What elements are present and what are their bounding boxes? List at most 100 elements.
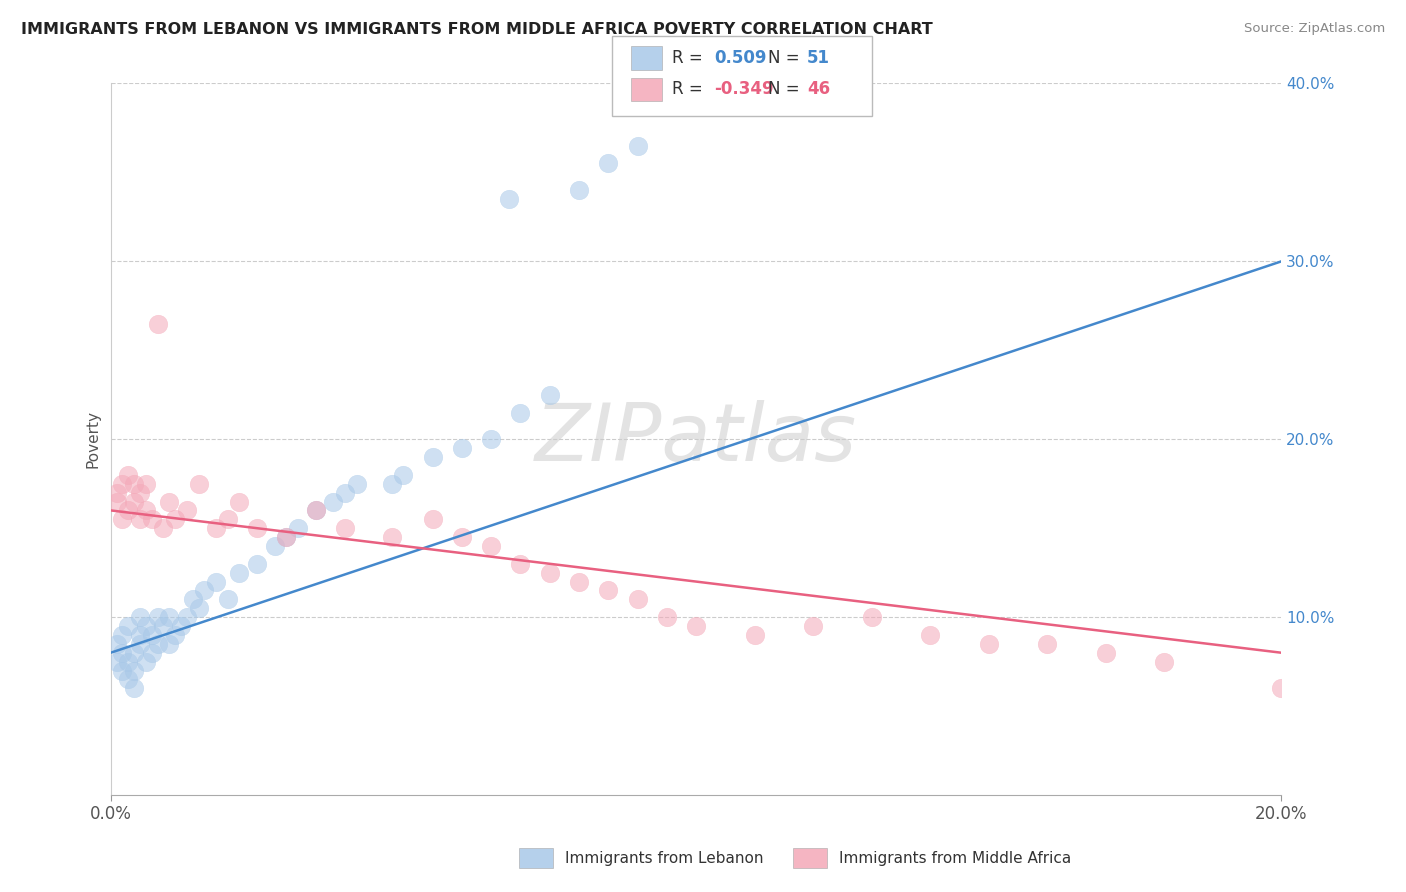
Point	[217, 592, 239, 607]
Point	[509, 406, 531, 420]
Point	[129, 485, 152, 500]
Point	[165, 628, 187, 642]
Point	[135, 655, 157, 669]
Point	[141, 512, 163, 526]
Text: IMMIGRANTS FROM LEBANON VS IMMIGRANTS FROM MIDDLE AFRICA POVERTY CORRELATION CHA: IMMIGRANTS FROM LEBANON VS IMMIGRANTS FR…	[21, 22, 932, 37]
Point	[129, 637, 152, 651]
Point	[920, 628, 942, 642]
Point	[111, 476, 134, 491]
Point	[135, 476, 157, 491]
Point	[122, 494, 145, 508]
Text: Immigrants from Middle Africa: Immigrants from Middle Africa	[839, 851, 1071, 865]
Point	[117, 673, 139, 687]
Point	[141, 646, 163, 660]
Point	[176, 503, 198, 517]
Point	[655, 610, 678, 624]
Point	[122, 476, 145, 491]
Point	[479, 432, 502, 446]
Point	[111, 512, 134, 526]
Point	[346, 476, 368, 491]
Point	[122, 646, 145, 660]
Text: N =: N =	[768, 49, 804, 67]
Point	[422, 450, 444, 464]
Point	[135, 619, 157, 633]
Point	[276, 530, 298, 544]
Point	[479, 539, 502, 553]
Point	[287, 521, 309, 535]
Point	[181, 592, 204, 607]
Point	[263, 539, 285, 553]
Point	[117, 467, 139, 482]
Point	[228, 494, 250, 508]
Point	[129, 628, 152, 642]
Point	[1036, 637, 1059, 651]
Point	[146, 317, 169, 331]
Point	[568, 574, 591, 589]
Point	[111, 628, 134, 642]
Point	[187, 476, 209, 491]
Point	[152, 521, 174, 535]
Point	[246, 557, 269, 571]
Text: Immigrants from Lebanon: Immigrants from Lebanon	[565, 851, 763, 865]
Text: -0.349: -0.349	[714, 80, 773, 98]
Text: 0.509: 0.509	[714, 49, 766, 67]
Point	[228, 566, 250, 580]
Point	[111, 646, 134, 660]
Point	[381, 530, 404, 544]
Text: R =: R =	[672, 49, 709, 67]
Point	[205, 574, 228, 589]
Point	[122, 664, 145, 678]
Text: 46: 46	[807, 80, 830, 98]
Point	[165, 512, 187, 526]
Point	[157, 637, 180, 651]
Point	[246, 521, 269, 535]
Point	[538, 388, 561, 402]
Point	[422, 512, 444, 526]
Point	[217, 512, 239, 526]
Point	[122, 681, 145, 696]
Point	[1094, 646, 1116, 660]
Point	[129, 610, 152, 624]
Point	[187, 601, 209, 615]
Point	[322, 494, 344, 508]
Point	[176, 610, 198, 624]
Point	[381, 476, 404, 491]
Point	[744, 628, 766, 642]
Point	[685, 619, 707, 633]
Point	[498, 192, 520, 206]
Point	[193, 583, 215, 598]
Text: Source: ZipAtlas.com: Source: ZipAtlas.com	[1244, 22, 1385, 36]
Point	[304, 503, 326, 517]
Point	[598, 156, 620, 170]
Point	[146, 610, 169, 624]
Y-axis label: Poverty: Poverty	[86, 410, 100, 468]
Point	[170, 619, 193, 633]
Point	[135, 503, 157, 517]
Point	[568, 183, 591, 197]
Text: R =: R =	[672, 80, 709, 98]
Point	[105, 494, 128, 508]
Point	[111, 664, 134, 678]
Point	[509, 557, 531, 571]
Point	[276, 530, 298, 544]
Point	[105, 485, 128, 500]
Point	[157, 610, 180, 624]
Point	[333, 485, 356, 500]
Point	[392, 467, 415, 482]
Point	[105, 655, 128, 669]
Point	[117, 655, 139, 669]
Point	[1153, 655, 1175, 669]
Point	[1270, 681, 1292, 696]
Point	[598, 583, 620, 598]
Text: ZIPatlas: ZIPatlas	[536, 401, 858, 478]
Point	[146, 637, 169, 651]
Point	[333, 521, 356, 535]
Point	[801, 619, 824, 633]
Point	[105, 637, 128, 651]
Point	[626, 592, 648, 607]
Point	[157, 494, 180, 508]
Point	[451, 530, 474, 544]
Text: N =: N =	[768, 80, 804, 98]
Point	[117, 619, 139, 633]
Point	[977, 637, 1000, 651]
